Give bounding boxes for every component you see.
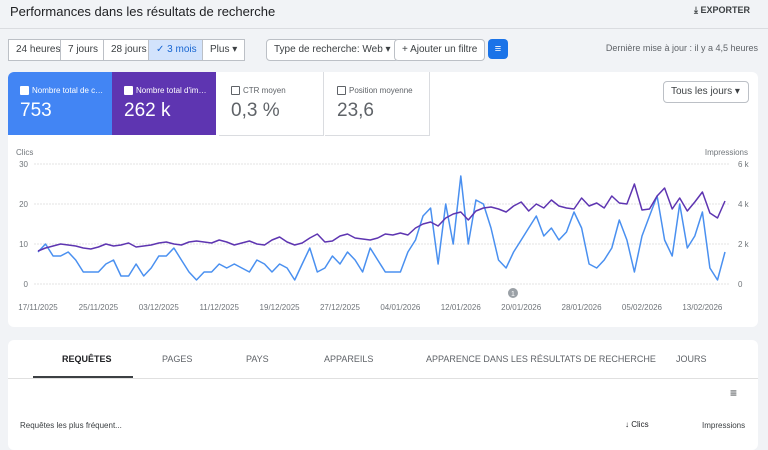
annotation: 1	[511, 291, 515, 298]
column-header: Clics	[631, 420, 649, 429]
tab[interactable]: PAYS	[246, 354, 269, 364]
metric-label: Position moyenne	[349, 86, 413, 95]
y-axis-label: Clics	[16, 148, 33, 157]
range-label: Plus	[210, 44, 230, 55]
metric-card[interactable]: CTR moyen 0,3 %	[219, 72, 324, 136]
range-button[interactable]: 7 jours	[60, 39, 107, 61]
checkbox	[20, 86, 29, 95]
x-tick-label: 28/01/2026	[562, 303, 603, 312]
granularity-label: Tous les jours	[671, 86, 733, 97]
metric-value: 753	[20, 100, 52, 121]
filter-icon[interactable]: ≡	[488, 39, 508, 59]
y-tick-label: 30	[19, 160, 28, 169]
y2-tick-label: 6 k	[738, 160, 750, 169]
metric-card[interactable]: Nombre total d'im… 262 k	[112, 72, 216, 135]
x-tick-label: 04/01/2026	[380, 303, 421, 312]
range-label: 24 heures	[16, 44, 61, 55]
column-header: Impressions	[702, 421, 746, 430]
column-header: Requêtes les plus fréquent...	[20, 421, 122, 430]
range-button[interactable]: 24 heures	[8, 39, 69, 61]
filter-rows[interactable]: ≡	[730, 386, 738, 400]
metric-value: 23,6	[337, 100, 374, 121]
tab[interactable]: PAGES	[162, 354, 193, 364]
checkbox	[231, 86, 240, 95]
tab[interactable]: APPARENCE DANS LES RÉSULTATS DE RECHERCH…	[426, 354, 656, 364]
y2-tick-label: 4 k	[738, 200, 750, 209]
range-button[interactable]: Plus ▾	[202, 39, 246, 61]
tab-indicator	[33, 376, 133, 378]
chart: Clics Impressions 1 0 10 20 30 0 2 k 4 k 6 k 17/…	[16, 148, 750, 312]
y2-tick-label: 2 k	[738, 240, 750, 249]
metric-label: Nombre total d'im…	[136, 86, 207, 95]
sort-clicks[interactable]: ↓ Clics	[625, 420, 649, 429]
export-label: EXPORTER	[700, 5, 750, 15]
x-tick-label: 13/02/2026	[682, 303, 723, 312]
x-tick-label: 05/02/2026	[622, 303, 663, 312]
x-tick-label: 03/12/2025	[139, 303, 180, 312]
metric-label: Nombre total de c…	[32, 86, 104, 95]
metric-value: 262 k	[124, 100, 171, 121]
annotation-marker[interactable]	[508, 288, 518, 298]
x-tick-label: 20/01/2026	[501, 303, 542, 312]
divider	[0, 28, 768, 29]
range-label: 28 jours	[111, 44, 147, 55]
tab[interactable]: JOURS	[676, 354, 707, 364]
metric-card[interactable]: Position moyenne 23,6	[325, 72, 430, 136]
metric-card[interactable]: Nombre total de c… 753	[8, 72, 112, 135]
y-tick-label: 20	[19, 200, 28, 209]
divider	[8, 378, 758, 379]
x-tick-label: 19/12/2025	[260, 303, 301, 312]
search-type[interactable]: Type de recherche: Web ▾	[266, 39, 399, 61]
table-card	[8, 340, 758, 450]
metric-value: 0,3 %	[231, 100, 280, 121]
metric-label: CTR moyen	[243, 86, 286, 95]
range-button[interactable]: 28 jours	[103, 39, 155, 61]
search-type-label: Type de recherche: Web	[274, 44, 383, 55]
line-series	[37, 183, 726, 252]
title: Performances dans les résultats de reche…	[10, 4, 276, 19]
granularity[interactable]: Tous les jours ▾	[663, 81, 749, 103]
tab[interactable]: REQUÊTES	[62, 354, 112, 364]
export[interactable]: ⤓ EXPORTER	[694, 5, 750, 15]
add-filter-label: Ajouter un filtre	[410, 44, 478, 55]
checkbox	[124, 86, 133, 95]
x-tick-label: 11/12/2025	[199, 303, 239, 312]
x-tick-label: 25/11/2025	[79, 303, 119, 312]
tab[interactable]: APPAREILS	[324, 354, 374, 364]
y-tick-label: 10	[19, 240, 28, 249]
range-label: 3 mois	[167, 44, 197, 55]
line-series	[37, 175, 726, 281]
y2-axis-label: Impressions	[705, 148, 748, 157]
x-tick-label: 27/12/2025	[320, 303, 361, 312]
last-update: Dernière mise à jour : il y a 4,5 heures	[605, 43, 758, 53]
add-filter[interactable]: + Ajouter un filtre	[394, 39, 486, 61]
checkbox	[337, 86, 346, 95]
y2-tick-label: 0	[738, 280, 743, 289]
y-tick-label: 0	[24, 280, 29, 289]
range-label: 7 jours	[68, 44, 99, 55]
x-tick-label: 17/11/2025	[18, 303, 58, 312]
x-tick-label: 12/01/2026	[441, 303, 482, 312]
